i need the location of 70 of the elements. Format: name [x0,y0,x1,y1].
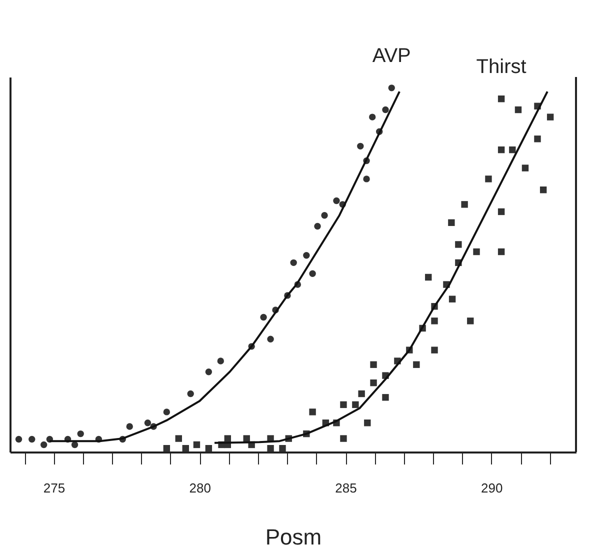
point [509,146,516,154]
x-tick-label: 275 [43,480,66,496]
point [546,114,554,120]
series-label: AVP [372,44,411,67]
series-label: Thirst [476,56,527,78]
x-tick-label: 280 [189,480,211,496]
point [321,212,328,219]
point [243,435,250,442]
point [369,114,376,120]
point [290,259,297,266]
point [455,241,462,248]
point [473,248,480,256]
point [309,270,316,277]
point [340,435,347,442]
point [388,84,395,92]
point [205,368,212,376]
point [498,146,505,154]
point [28,436,36,443]
point [498,95,505,102]
point [144,420,152,426]
point [448,296,456,302]
x-tick-label: 285 [335,480,357,496]
point [187,390,194,398]
point [77,430,84,438]
point [498,208,505,216]
point [358,390,365,398]
point [40,441,48,448]
point [333,197,340,204]
point [461,201,468,208]
point [534,136,541,142]
point [485,176,492,182]
point [514,106,522,114]
point [126,423,133,430]
point [352,401,359,408]
point [279,445,286,452]
point [71,441,78,448]
point [467,318,474,324]
point [224,435,231,442]
point [363,176,370,182]
point [193,441,200,448]
point [413,361,420,368]
point [370,361,377,368]
point [309,408,316,416]
point [540,186,547,194]
point [267,445,274,452]
point [314,222,321,230]
x-tick-label: 290 [481,480,503,496]
point [448,219,455,226]
point [163,408,170,416]
point [382,106,389,114]
point [431,346,438,354]
point [370,379,377,386]
point [382,394,389,401]
point [217,358,224,364]
x-axis-title: Posm [265,524,322,550]
point [175,435,182,442]
point [15,436,22,443]
point [522,164,529,172]
point [340,401,347,408]
point [364,420,371,426]
point [260,314,267,321]
point [431,318,438,324]
point [303,252,310,259]
point [163,445,170,452]
point [357,142,364,150]
point [425,274,432,281]
point [205,445,212,452]
point [182,445,189,452]
point [498,248,505,256]
point [267,336,274,342]
